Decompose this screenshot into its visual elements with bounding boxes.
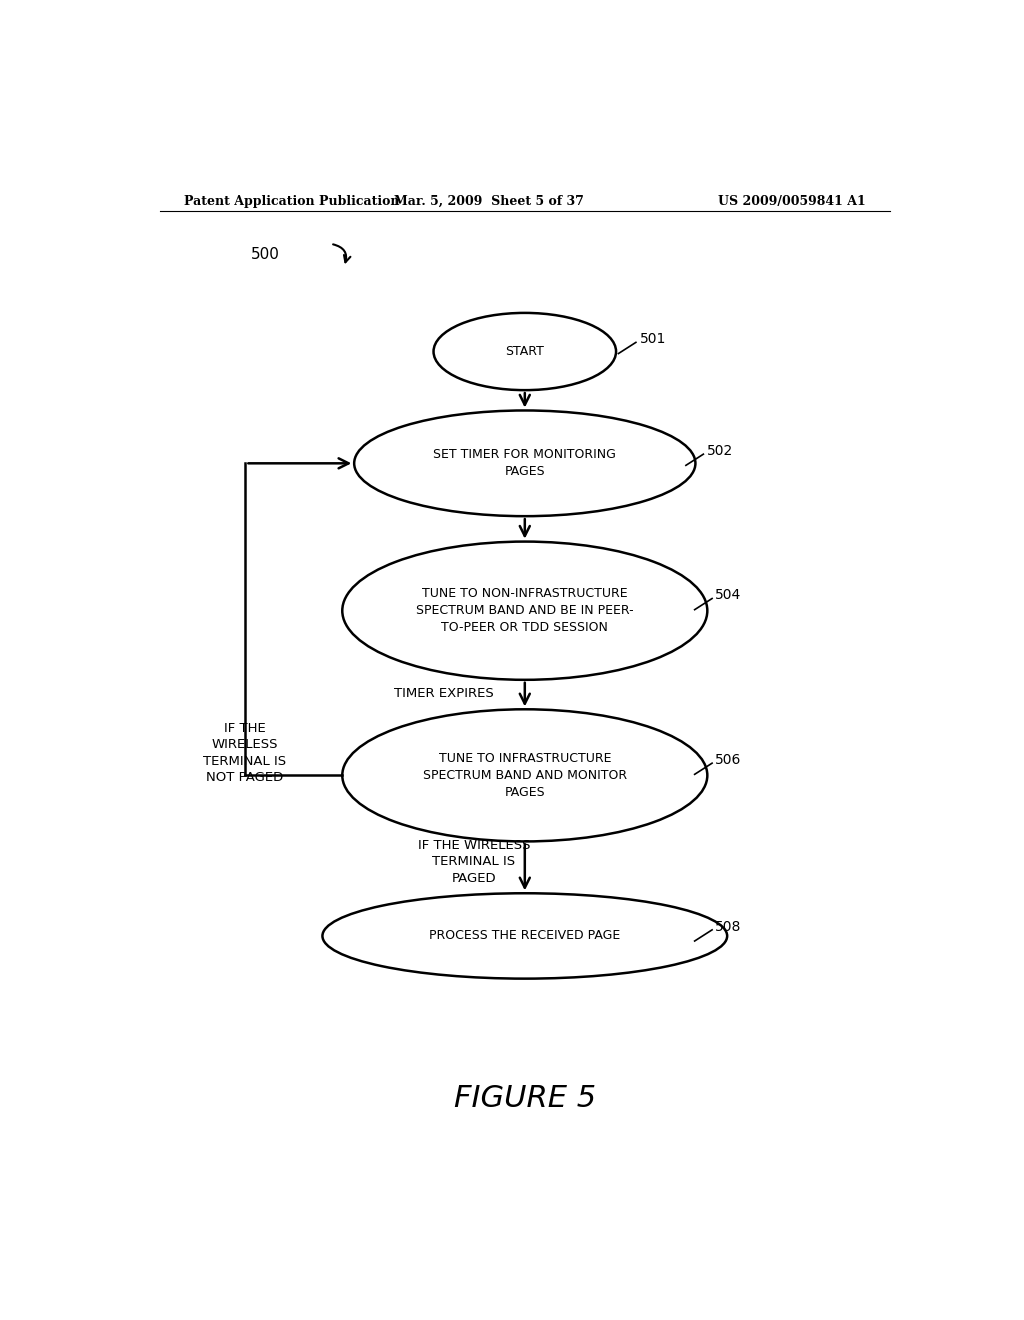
Text: TUNE TO INFRASTRUCTURE
SPECTRUM BAND AND MONITOR
PAGES: TUNE TO INFRASTRUCTURE SPECTRUM BAND AND… [423,752,627,799]
Text: PROCESS THE RECEIVED PAGE: PROCESS THE RECEIVED PAGE [429,929,621,942]
Text: 500: 500 [251,247,280,263]
Text: Mar. 5, 2009  Sheet 5 of 37: Mar. 5, 2009 Sheet 5 of 37 [394,194,584,207]
Text: US 2009/0059841 A1: US 2009/0059841 A1 [718,194,866,207]
Text: SET TIMER FOR MONITORING
PAGES: SET TIMER FOR MONITORING PAGES [433,449,616,478]
Text: START: START [506,345,544,358]
Text: IF THE
WIRELESS
TERMINAL IS
NOT PAGED: IF THE WIRELESS TERMINAL IS NOT PAGED [204,722,287,784]
Text: 506: 506 [715,754,741,767]
Text: IF THE WIRELESS
TERMINAL IS
PAGED: IF THE WIRELESS TERMINAL IS PAGED [418,838,530,884]
Text: 502: 502 [708,444,733,458]
Text: FIGURE 5: FIGURE 5 [454,1084,596,1113]
Text: 501: 501 [640,333,667,346]
FancyArrowPatch shape [333,244,350,263]
Text: TIMER EXPIRES: TIMER EXPIRES [394,686,494,700]
Text: 508: 508 [715,920,741,933]
Text: Patent Application Publication: Patent Application Publication [183,194,399,207]
Text: 504: 504 [715,589,741,602]
Text: TUNE TO NON-INFRASTRUCTURE
SPECTRUM BAND AND BE IN PEER-
TO-PEER OR TDD SESSION: TUNE TO NON-INFRASTRUCTURE SPECTRUM BAND… [416,587,634,634]
